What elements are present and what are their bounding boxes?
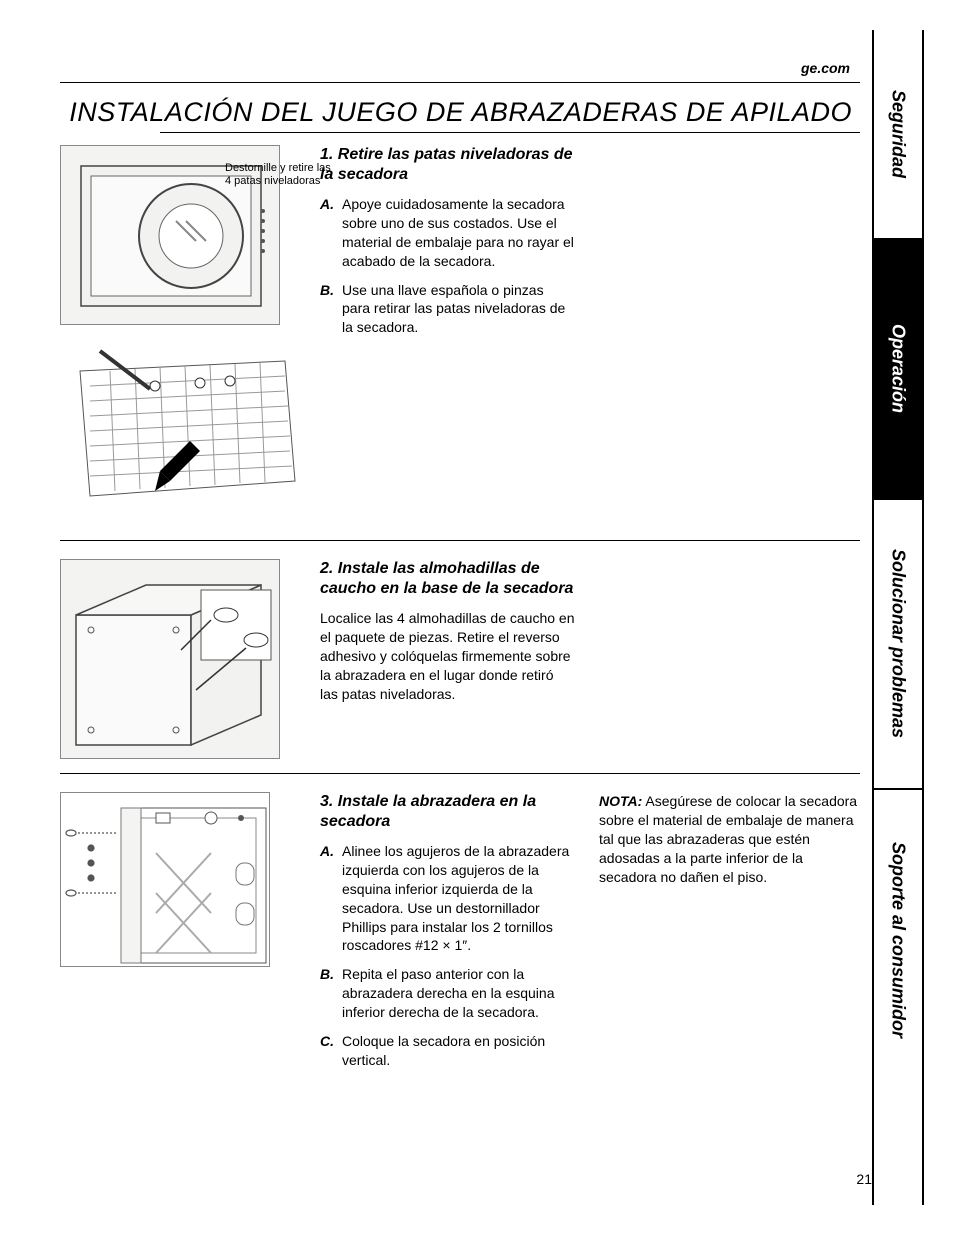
- substep-text: Coloque la secadora en posición vertical…: [342, 1032, 575, 1070]
- tab-operacion[interactable]: Operación: [874, 240, 922, 500]
- divider: [60, 773, 860, 774]
- site-url: ge.com: [60, 60, 860, 76]
- substep-label: A.: [320, 195, 336, 271]
- note: NOTA: Asegúrese de colocar la secadora s…: [599, 792, 859, 886]
- page-frame: ge.com INSTALACIÓN DEL JUEGO DE ABRAZADE…: [30, 30, 924, 1205]
- substep-label: C.: [320, 1032, 336, 1070]
- substep: B. Repita el paso anterior con la abraza…: [320, 965, 575, 1022]
- bracket-install-illustration: [60, 792, 270, 967]
- tab-soporte[interactable]: Soporte al consumidor: [874, 790, 922, 1090]
- text-column: 3. Instale la abrazadera en la secadora …: [320, 792, 860, 1080]
- substep-label: B.: [320, 965, 336, 1022]
- step-heading: 1. Retire las patas niveladoras de la se…: [320, 145, 575, 185]
- page-title: INSTALACIÓN DEL JUEGO DE ABRAZADERAS DE …: [60, 97, 860, 128]
- illustration-column: Destornille y retire las 4 patas nivelad…: [60, 145, 300, 526]
- divider: [60, 82, 860, 83]
- substep-text: Apoye cuidadosamente la secadora sobre u…: [342, 195, 575, 271]
- step-2: 2. Instale las almohadillas de caucho en…: [60, 559, 860, 759]
- substep-text: Use una llave española o pinzas para ret…: [342, 281, 575, 338]
- illustration-column: [60, 559, 300, 759]
- substep: B. Use una llave española o pinzas para …: [320, 281, 575, 338]
- substep: C. Coloque la secadora en posición verti…: [320, 1032, 575, 1070]
- rubber-pad-illustration: [60, 559, 280, 759]
- substep: A. Alinee los agujeros de la abrazadera …: [320, 842, 575, 955]
- step-1: Destornille y retire las 4 patas nivelad…: [60, 145, 860, 526]
- step-heading: 2. Instale las almohadillas de caucho en…: [320, 559, 575, 599]
- substep-label: A.: [320, 842, 336, 955]
- side-tabs: Seguridad Operación Solucionar problemas…: [872, 30, 922, 1205]
- tab-solucionar[interactable]: Solucionar problemas: [874, 500, 922, 790]
- tab-seguridad[interactable]: Seguridad: [874, 30, 922, 240]
- divider: [160, 132, 860, 133]
- illustration-column: [60, 792, 300, 1080]
- note-label: NOTA:: [599, 793, 642, 809]
- page-number: 21: [856, 1171, 872, 1187]
- substep-label: B.: [320, 281, 336, 338]
- substep-text: Repita el paso anterior con la abrazader…: [342, 965, 575, 1022]
- step-heading: 3. Instale la abrazadera en la secadora: [320, 792, 575, 832]
- step-3: 3. Instale la abrazadera en la secadora …: [60, 792, 860, 1080]
- step-body: Localice las 4 almohadillas de caucho en…: [320, 609, 575, 703]
- text-column: 2. Instale las almohadillas de caucho en…: [320, 559, 860, 759]
- divider: [60, 540, 860, 541]
- substep-text: Alinee los agujeros de la abrazadera izq…: [342, 842, 575, 955]
- content-area: ge.com INSTALACIÓN DEL JUEGO DE ABRAZADE…: [30, 30, 860, 1080]
- substep: A. Apoye cuidadosamente la secadora sobr…: [320, 195, 575, 271]
- dryer-bottom-illustration: Destornille y retire las 4 patas nivelad…: [60, 341, 300, 526]
- illustration-caption: Destornille y retire las 4 patas nivelad…: [225, 162, 335, 188]
- text-column: 1. Retire las patas niveladoras de la se…: [320, 145, 860, 526]
